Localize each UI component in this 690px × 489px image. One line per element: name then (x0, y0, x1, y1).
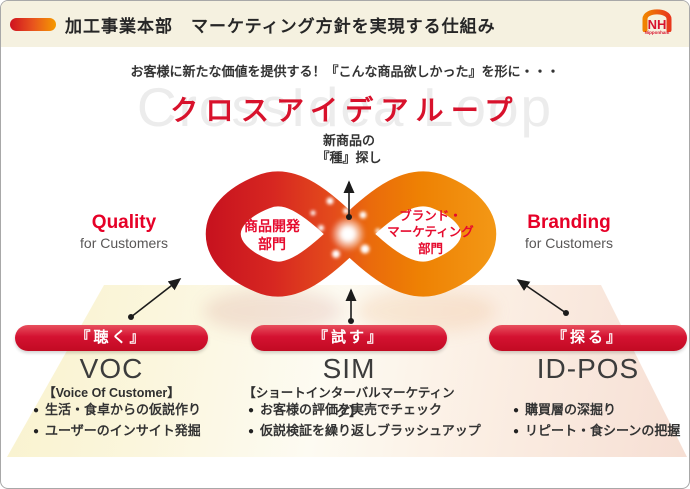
pill-explore: 『探る』 (489, 325, 687, 351)
page-title: 加工事業本部 マーケティング方針を実現する仕組み (65, 17, 496, 36)
column-name-idpos: ID-POS (536, 353, 640, 384)
list-item: リピート・食シーンの把握 (513, 421, 680, 442)
arrow-right (516, 279, 567, 314)
list-item: お客様の評価を実売でチェック (248, 400, 481, 421)
list-item: 生活・食卓からの仮説作り (33, 400, 201, 421)
dept-brand-marketing: ブランド・ マーケティング 部門 (387, 209, 474, 256)
quality-caption: Quality for Customers (80, 212, 168, 251)
slide-subtitle: お客様に新たな価値を提供する！『こんな商品欲しかった』を形に・・・ (130, 64, 560, 79)
nh-letters: NH (648, 17, 667, 32)
header-accent-bar (10, 18, 56, 31)
seed-label: 新商品の 『種』探し (316, 133, 382, 165)
watermark-text: CrossIdea Loop (136, 76, 554, 138)
sim-bullet-list: お客様の評価を実売でチェック 仮説検証を繰り返しブラッシュアップ (248, 400, 481, 442)
column-name-voc: VOC (79, 353, 144, 384)
dept-product-development: 商品開発 部門 (244, 218, 300, 253)
main-title: クロスアイデアループ (170, 95, 520, 126)
list-item: 購買層の深掘り (513, 400, 680, 421)
voc-bullet-list: 生活・食卓からの仮説作り ユーザーのインサイト発掘 (33, 400, 201, 442)
idpos-bullet-list: 購買層の深掘り リピート・食シーンの把握 (513, 400, 680, 442)
column-name-sim: SIM (322, 353, 376, 384)
pill-try: 『試す』 (251, 325, 447, 351)
nipponham-logo: NH Nipponham (637, 6, 677, 44)
pill-listen: 『聴く』 (15, 325, 208, 351)
nh-arch-icon: NH (642, 9, 672, 32)
sparkles (310, 197, 381, 271)
list-item: ユーザーのインサイト発掘 (33, 421, 201, 442)
branding-caption: Branding for Customers (525, 212, 613, 251)
column-subtitle-voc: 【Voice Of Customer】 (43, 386, 180, 400)
list-item: 仮説検証を繰り返しブラッシュアップ (248, 421, 481, 442)
logo-subtext: Nipponham (644, 30, 670, 35)
arrow-left (130, 278, 182, 318)
header: 加工事業本部 マーケティング方針を実現する仕組み NH Nipponham (1, 1, 689, 47)
